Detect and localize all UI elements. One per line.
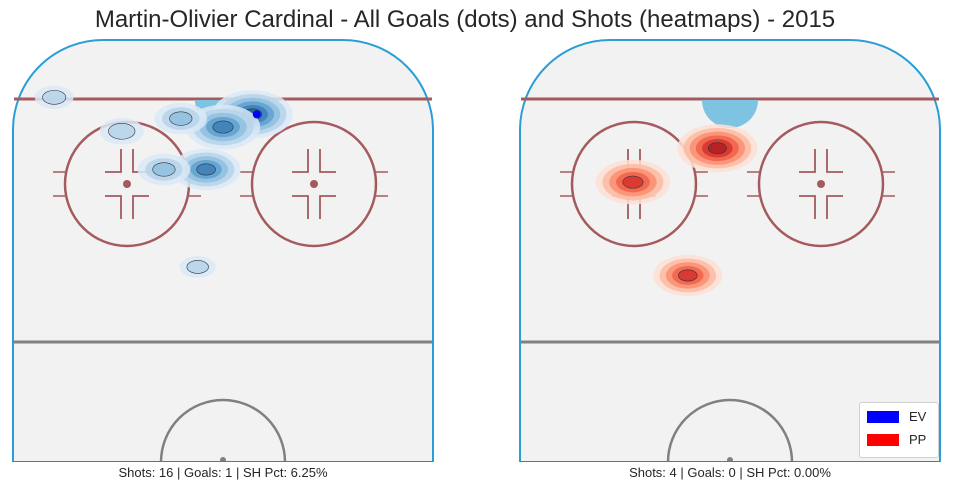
chart-title: Martin-Olivier Cardinal - All Goals (dot…: [94, 6, 836, 33]
shot-density-contour: [152, 162, 176, 177]
shot-density-contour: [196, 163, 216, 176]
center-dot: [220, 457, 226, 462]
boards: [519, 39, 941, 462]
legend-label-ev: EV: [909, 409, 927, 424]
stats-caption-ev: Shots: 16 | Goals: 1 | SH Pct: 6.25%: [118, 465, 328, 480]
goal-crease: [702, 100, 758, 128]
shot-density-contour: [622, 175, 644, 189]
ice-surface: [520, 40, 940, 462]
goal-dots-ev: [252, 110, 261, 119]
center-dot: [727, 457, 733, 462]
shot-density-contour: [707, 142, 727, 155]
legend-swatch-pp: [867, 434, 899, 446]
shot-density-contour: [169, 111, 193, 126]
center-circle: [159, 398, 287, 462]
faceoff-markings: [292, 149, 336, 219]
center-circle: [666, 398, 794, 462]
shot-density-contour: [108, 123, 136, 140]
rink-chart-pp: [519, 39, 941, 462]
shot-heatmap-pp: [595, 124, 758, 297]
faceoff-circle: [570, 120, 698, 248]
legend-label-pp: PP: [909, 432, 927, 447]
boards: [12, 39, 434, 462]
shot-heatmap-ev: [34, 85, 293, 278]
faceoff-dot: [123, 180, 131, 188]
faceoff-markings: [799, 149, 843, 219]
rink-surface: [519, 39, 941, 462]
shot-density-contour: [678, 269, 698, 282]
shot-density-contour: [212, 120, 234, 134]
faceoff-circle: [250, 120, 378, 248]
faceoff-markings: [105, 149, 149, 219]
faceoff-circle: [757, 120, 885, 248]
faceoff-dot: [817, 180, 825, 188]
ice-surface: [13, 40, 433, 462]
faceoff-dot: [310, 180, 318, 188]
goal-dot: [252, 110, 261, 119]
legend: EV PP: [859, 402, 939, 458]
stats-caption-pp: Shots: 4 | Goals: 0 | SH Pct: 0.00%: [629, 465, 831, 480]
shot-density-contour: [186, 260, 209, 274]
rink-chart-ev: [12, 39, 434, 462]
legend-swatch-ev: [867, 411, 899, 423]
shot-density-contour: [42, 90, 67, 105]
